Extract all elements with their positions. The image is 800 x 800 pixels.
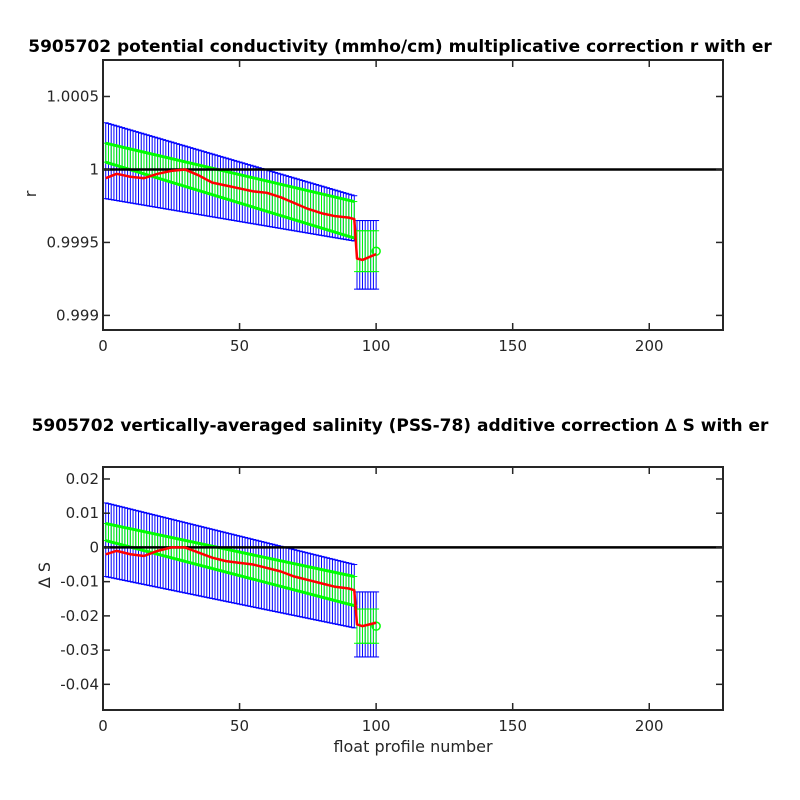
y-tick-label: -0.04 — [60, 675, 99, 693]
chart-bottom-y-axis-label: ∆ S — [35, 562, 54, 589]
y-tick-label: 0.01 — [66, 504, 99, 522]
x-tick-label: 200 — [635, 717, 664, 735]
fit-line-upper — [105, 522, 355, 578]
y-tick-label: 0.9995 — [47, 233, 100, 251]
chart-top-title: 5905702 potential conductivity (mmho/cm)… — [28, 37, 772, 57]
y-tick-label: 0 — [89, 538, 99, 556]
x-tick-label: 100 — [362, 717, 391, 735]
chart-bottom: 5905702 vertically-averaged salinity (PS… — [32, 416, 769, 756]
y-tick-label: 0.999 — [56, 306, 99, 324]
fit-line-upper — [105, 141, 355, 204]
correction-line — [105, 168, 377, 262]
x-tick-label: 200 — [635, 337, 664, 355]
chart-top-y-axis-label: r — [21, 190, 40, 197]
x-tick-label: 150 — [498, 337, 527, 355]
x-tick-label: 50 — [230, 717, 249, 735]
x-tick-label: 0 — [98, 337, 108, 355]
chart-top-axes-box — [102, 59, 724, 331]
x-tick-label: 150 — [498, 717, 527, 735]
x-tick-label: 100 — [362, 337, 391, 355]
chart-bottom-axes-box — [102, 466, 724, 711]
correction-line — [105, 546, 377, 628]
y-tick-label: 1.0005 — [47, 87, 100, 105]
fit-end-marker — [371, 621, 381, 631]
fit-line-lower — [105, 539, 355, 608]
y-tick-label: -0.03 — [60, 641, 99, 659]
y-tick-label: 1 — [89, 160, 99, 178]
chart-bottom-ticks: 0 50 100 150 200 -0.04 -0.03 -0.02 -0.01 0 0.01 0.0… — [60, 467, 723, 735]
chart-bottom-title: 5905702 vertically-averaged salinity (PS… — [32, 416, 769, 436]
chart-bottom-x-axis-label: float profile number — [333, 737, 493, 756]
y-tick-label: -0.01 — [60, 573, 99, 591]
chart-top-ticks: 0 50 100 150 200 0.999 0.9995 1 1.0005 — [47, 60, 723, 355]
chart-top-marks — [102, 122, 723, 290]
y-tick-label: 0.02 — [66, 470, 99, 488]
x-tick-label: 0 — [98, 717, 108, 735]
x-tick-label: 50 — [230, 337, 249, 355]
fit-line-lower — [105, 160, 355, 240]
chart-top: 5905702 potential conductivity (mmho/cm)… — [21, 37, 772, 355]
y-tick-label: -0.02 — [60, 607, 99, 625]
chart-bottom-marks — [102, 502, 723, 658]
